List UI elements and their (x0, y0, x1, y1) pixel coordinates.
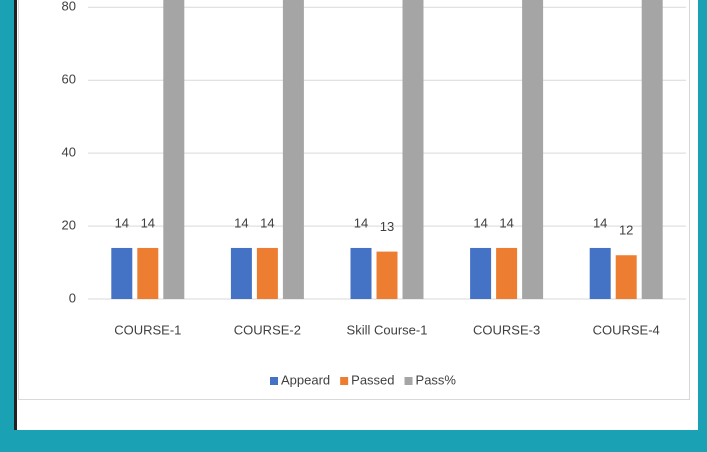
data-label: 14 (473, 215, 487, 230)
data-label: 14 (234, 215, 248, 230)
x-tick-label: COURSE-1 (114, 322, 181, 337)
bar (230, 247, 252, 299)
bar (589, 247, 611, 299)
bar (496, 247, 518, 299)
y-tick-label: 80 (62, 0, 76, 14)
bar (615, 255, 637, 299)
bar (470, 247, 492, 299)
legend-label: Appeard (281, 372, 330, 387)
y-tick-label: 40 (62, 145, 76, 160)
data-label: 12 (619, 223, 633, 238)
x-tick-label: COURSE-4 (593, 322, 660, 337)
y-tick-label: 0 (69, 290, 76, 305)
chart-frame (14, 0, 698, 430)
data-label: 14 (499, 215, 513, 230)
bar (402, 0, 424, 300)
bar (163, 0, 185, 300)
legend-swatch (270, 377, 278, 385)
legend-label: Pass% (416, 372, 457, 387)
bar (376, 251, 398, 299)
y-tick-label: 60 (62, 72, 76, 87)
bar (350, 247, 372, 299)
bar (282, 0, 304, 300)
chart-area (18, 0, 690, 400)
x-tick-label: Skill Course-1 (347, 322, 428, 337)
data-label: 14 (593, 215, 607, 230)
y-tick-label: 20 (62, 218, 76, 233)
legend-label: Passed (351, 372, 394, 387)
x-tick-label: COURSE-2 (234, 322, 301, 337)
legend-swatch (404, 377, 413, 385)
x-tick-label: COURSE-3 (473, 322, 540, 337)
data-label: 13 (380, 219, 394, 234)
bar (111, 247, 133, 299)
bar (641, 0, 663, 299)
bar (256, 247, 278, 299)
data-label: 14 (115, 215, 129, 230)
data-label: 14 (260, 215, 274, 230)
bar (522, 0, 544, 300)
legend-swatch (340, 377, 349, 385)
data-label: 14 (141, 215, 155, 230)
bar (137, 247, 159, 299)
chart: 0 20 40 60 80 COURSE-1 14 14 COURSE-2 14 14 Skill C… (62, 0, 686, 387)
data-label: 14 (354, 215, 368, 230)
